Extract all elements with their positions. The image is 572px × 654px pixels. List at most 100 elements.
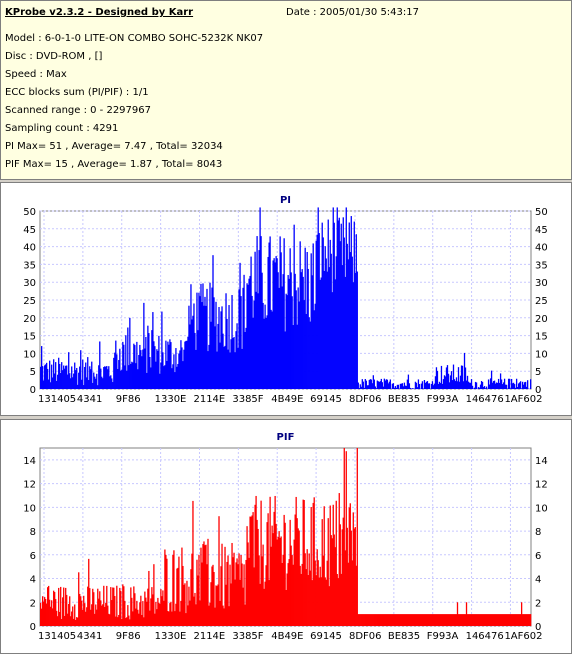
data-bar <box>131 361 133 389</box>
data-bar <box>396 614 399 626</box>
data-bar <box>481 614 484 626</box>
data-bar <box>242 287 244 389</box>
data-bar <box>61 362 63 389</box>
data-bar <box>127 327 129 389</box>
data-bar <box>525 386 528 389</box>
data-bar <box>505 384 508 389</box>
data-bar <box>125 618 127 626</box>
data-bar <box>121 369 123 389</box>
data-bar <box>479 614 482 626</box>
data-bar <box>369 379 371 389</box>
y-tick-label-left: 40 <box>23 243 36 254</box>
data-bar <box>90 609 92 626</box>
data-bar <box>369 614 371 626</box>
data-bar <box>254 504 256 626</box>
data-bar <box>314 560 316 626</box>
data-bar <box>126 617 128 626</box>
data-bar <box>339 241 341 389</box>
data-bar <box>56 380 58 389</box>
data-bar <box>473 614 476 626</box>
data-bar <box>441 383 444 389</box>
data-bar <box>522 384 525 389</box>
data-bar <box>420 614 423 626</box>
data-bar <box>304 247 306 389</box>
data-bar <box>143 617 145 626</box>
data-bar <box>299 565 301 626</box>
data-bar <box>470 379 473 389</box>
data-bar <box>189 600 191 626</box>
data-bar <box>149 357 151 389</box>
data-bar <box>342 517 344 626</box>
data-bar <box>503 378 506 389</box>
data-bar <box>212 255 214 389</box>
data-bar <box>211 287 213 389</box>
data-bar <box>417 614 420 626</box>
data-bar <box>522 614 525 626</box>
data-bar <box>514 614 517 626</box>
data-bar <box>370 614 372 626</box>
data-bar <box>219 600 221 626</box>
data-bar <box>414 381 417 389</box>
data-bar <box>213 572 215 626</box>
data-bar <box>213 297 215 389</box>
data-bar <box>90 369 92 389</box>
data-bar <box>84 603 86 626</box>
data-bar <box>110 587 112 626</box>
data-bar <box>77 384 79 389</box>
data-bar <box>101 376 103 389</box>
data-bar <box>403 382 406 389</box>
data-bar <box>276 539 278 626</box>
data-bar <box>453 379 456 389</box>
data-bar <box>82 359 84 389</box>
data-bar <box>247 542 249 626</box>
data-bar <box>59 611 61 626</box>
data-bar <box>186 580 188 626</box>
data-bar <box>450 371 453 389</box>
data-bar <box>228 305 230 389</box>
data-bar <box>106 366 108 389</box>
data-bar <box>265 317 267 389</box>
data-bar <box>423 380 426 389</box>
data-bar <box>69 596 71 626</box>
y-tick-label-right: 40 <box>535 243 548 254</box>
data-bar <box>360 386 362 389</box>
data-bar <box>94 613 96 626</box>
data-bar <box>310 253 312 389</box>
data-bar <box>166 360 168 389</box>
data-bar <box>477 387 480 389</box>
data-bar <box>230 339 232 389</box>
data-bar <box>516 386 519 389</box>
pi-chart-panel: PI 0 0 5 5 10 10 15 15 20 20 25 25 30 30 35 35 40 40 45 45 50… <box>0 182 572 416</box>
data-bar <box>385 379 388 389</box>
data-bar <box>51 600 53 626</box>
data-bar <box>96 373 98 389</box>
data-bar <box>437 383 440 389</box>
data-bar <box>377 381 379 389</box>
data-bar <box>427 614 430 626</box>
data-bar <box>456 381 459 389</box>
data-bar <box>96 609 98 626</box>
data-bar <box>102 378 104 389</box>
data-bar <box>320 577 322 626</box>
data-bar <box>50 382 52 389</box>
data-bar <box>75 370 77 389</box>
x-tick-label: 1330E <box>155 631 187 642</box>
x-tick-label: 3385F <box>232 631 263 642</box>
data-bar <box>288 559 290 626</box>
data-bar <box>107 605 109 626</box>
data-bar <box>144 348 146 389</box>
data-bar <box>278 287 280 389</box>
data-bar <box>359 614 361 626</box>
data-bar <box>259 583 261 626</box>
data-bar <box>140 350 142 389</box>
x-tick-label: F993A <box>427 631 459 642</box>
data-bar <box>214 326 216 389</box>
data-bar <box>325 579 327 626</box>
data-bar <box>178 353 180 389</box>
data-bar <box>137 369 139 389</box>
data-bar <box>299 241 301 389</box>
y-tick-label-left: 10 <box>23 503 36 514</box>
data-bar <box>280 536 282 626</box>
data-bar <box>161 596 163 626</box>
data-bar <box>499 614 502 626</box>
